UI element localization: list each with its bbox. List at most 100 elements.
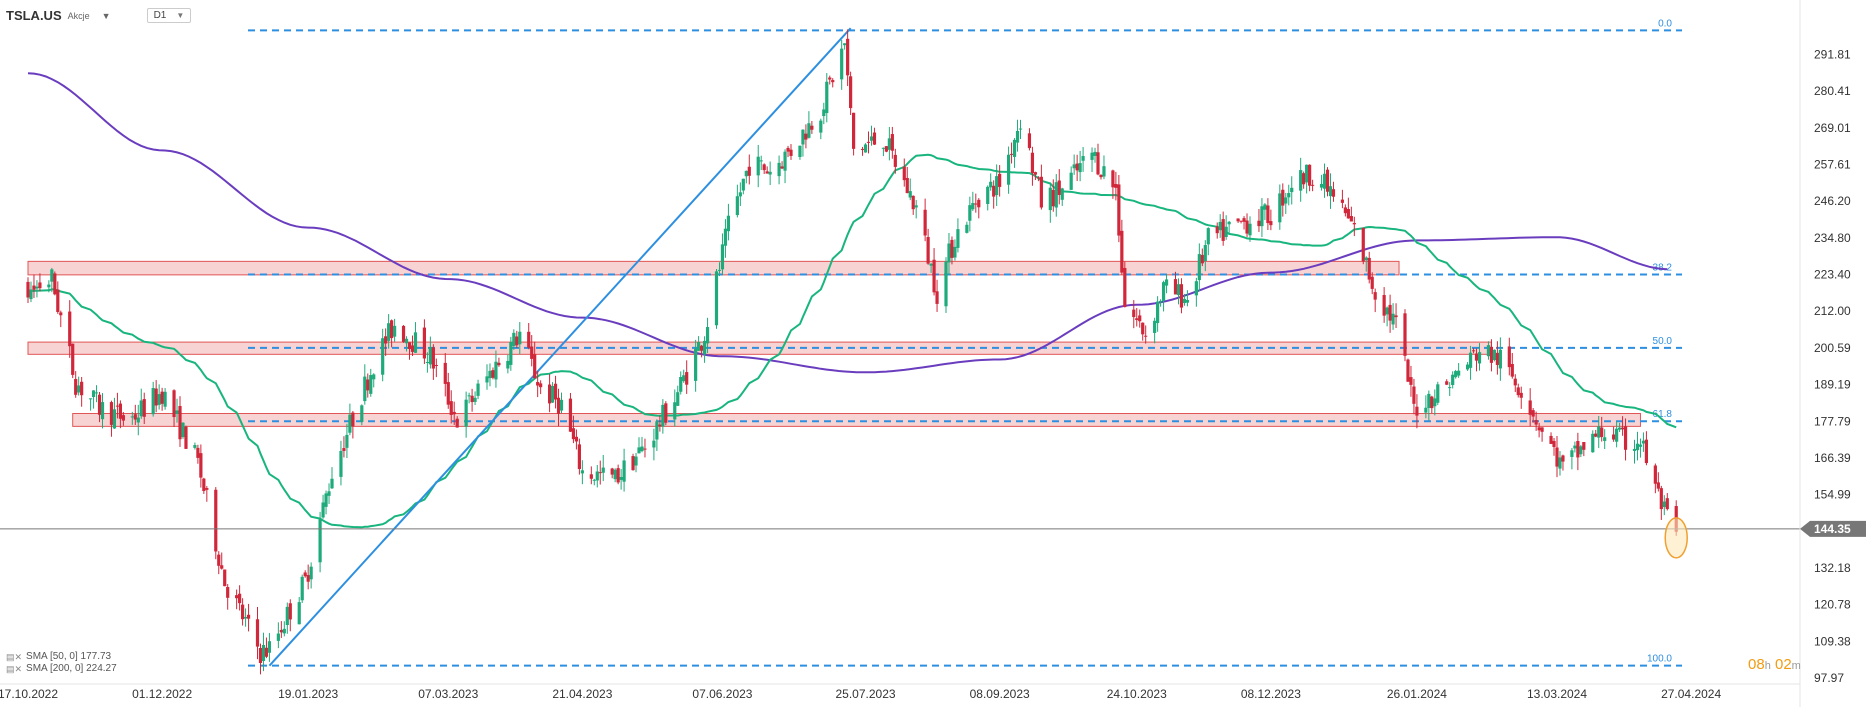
candle-body	[1006, 154, 1011, 185]
candle-body	[1343, 207, 1347, 214]
candle-body	[908, 191, 912, 198]
candle-timer: 08h 02m	[1748, 656, 1801, 673]
candle-body	[324, 493, 328, 507]
candle-body	[1039, 176, 1043, 208]
candle-body	[455, 418, 459, 428]
indicator-settings-icon[interactable]: ▤✕	[6, 664, 23, 674]
candle-body	[1093, 151, 1097, 156]
candle-body	[577, 444, 581, 470]
candle-body	[226, 587, 230, 598]
legend-item-sma50[interactable]: ▤✕ SMA [50, 0] 177.73	[6, 651, 117, 663]
candle-body	[238, 593, 242, 604]
candle-body	[1325, 169, 1330, 192]
candle-body	[1367, 257, 1371, 280]
candle-body	[321, 502, 325, 518]
candle-body	[1156, 301, 1160, 324]
candle-body	[401, 325, 406, 342]
y-tick-label: 154.99	[1814, 488, 1851, 502]
y-tick-label: 246.20	[1814, 194, 1851, 208]
candle-body	[515, 336, 519, 346]
candle-body	[1623, 426, 1628, 450]
candle-body	[1263, 204, 1267, 210]
candle-body	[789, 149, 793, 156]
trendline-segment[interactable]	[268, 27, 852, 667]
candle-body	[1030, 152, 1035, 174]
candle-body	[1531, 410, 1535, 417]
sma-50-path[interactable]	[27, 153, 1677, 529]
candle-body	[1430, 396, 1434, 409]
indicator-settings-icon[interactable]: ▤✕	[6, 652, 23, 662]
candle-body	[1123, 267, 1127, 308]
candle-body	[1412, 386, 1416, 404]
candle-body	[553, 383, 558, 400]
candle-body	[1373, 292, 1377, 300]
candle-body	[1552, 440, 1556, 447]
candle-body	[56, 289, 60, 312]
candle-body	[1048, 187, 1052, 211]
candle-body	[1036, 177, 1040, 179]
candle-body	[1248, 223, 1252, 236]
timer-hours: 08	[1748, 656, 1765, 673]
candle-body	[488, 370, 492, 379]
candle-body	[53, 273, 57, 295]
x-tick-label: 13.03.2024	[1527, 687, 1587, 701]
candle-body	[735, 196, 739, 216]
candle-body	[217, 554, 221, 566]
candle-body	[1394, 315, 1398, 318]
candle-body	[1406, 359, 1410, 382]
candle-body	[80, 381, 84, 396]
candle-body	[1090, 152, 1094, 160]
candle-body	[1257, 220, 1261, 227]
candle-body	[661, 404, 665, 427]
indicator-legend: ▤✕ SMA [50, 0] 177.73 ▤✕ SMA [200, 0] 224.…	[6, 651, 117, 675]
candle-body	[840, 48, 844, 80]
candle-body	[869, 136, 874, 141]
candle-body	[902, 166, 906, 181]
candle-body	[506, 360, 510, 369]
trendline[interactable]	[268, 27, 852, 667]
candle-body	[1158, 300, 1163, 302]
candle-body	[527, 331, 531, 348]
candle-body	[100, 402, 105, 420]
candle-body	[1474, 353, 1479, 361]
candle-body	[363, 376, 367, 402]
candle-body	[464, 399, 468, 427]
candle-body	[1164, 279, 1169, 286]
candle-body	[998, 173, 1002, 187]
timeframe-select[interactable]: D1 ▼	[146, 8, 192, 23]
sma-200-path[interactable]	[27, 72, 1668, 374]
legend-item-sma200[interactable]: ▤✕ SMA [200, 0] 224.27	[6, 663, 117, 675]
candle-body	[1072, 164, 1076, 169]
chevron-down-icon[interactable]: ▼	[101, 10, 111, 21]
candle-body	[1457, 370, 1461, 376]
x-tick-label: 01.12.2022	[132, 687, 192, 701]
candle-body	[685, 372, 689, 385]
candle-body	[634, 456, 638, 466]
candle-body	[38, 282, 42, 289]
candle-body	[202, 478, 206, 491]
candle-body	[1096, 152, 1100, 175]
candle-body	[1632, 448, 1637, 451]
candle-body	[825, 81, 829, 114]
candle-body	[1215, 226, 1219, 234]
candle-body	[342, 448, 346, 451]
candle-body	[193, 445, 197, 448]
candle-body	[1445, 381, 1449, 385]
candle-body	[1570, 450, 1574, 457]
zone-rect[interactable]	[72, 413, 1641, 427]
candle-body	[971, 203, 975, 210]
candle-body	[616, 468, 620, 483]
candle-body	[783, 151, 787, 171]
candle-body	[178, 405, 182, 440]
candle-body	[759, 160, 763, 162]
candle-body	[1424, 407, 1428, 413]
y-tick-label: 132.18	[1814, 561, 1851, 575]
candle-body	[986, 186, 990, 204]
y-tick-label: 269.01	[1814, 121, 1851, 135]
zone-rect[interactable]	[27, 260, 1400, 276]
candle-body	[589, 474, 593, 479]
candle-body	[1051, 189, 1055, 207]
candle-body	[1027, 133, 1032, 149]
candle-body	[702, 340, 707, 355]
